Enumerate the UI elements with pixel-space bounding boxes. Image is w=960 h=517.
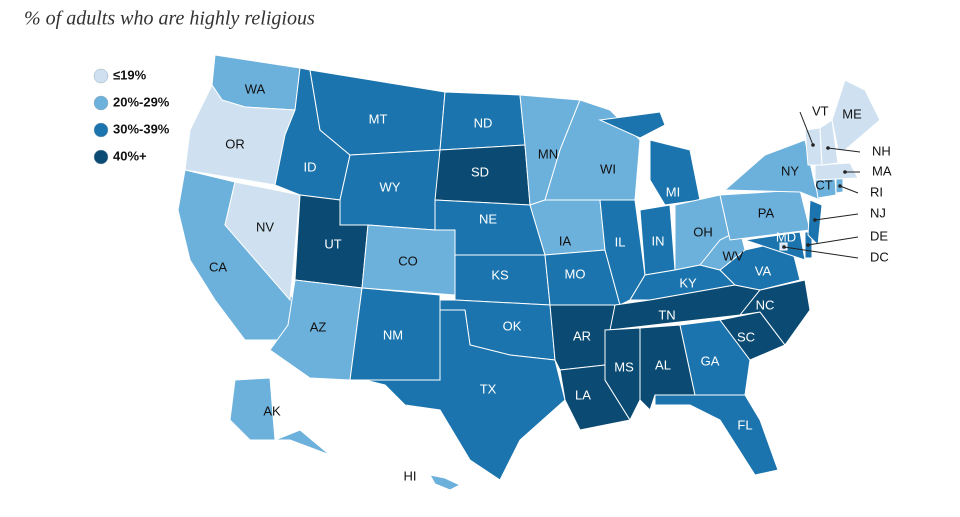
state-region: [807, 199, 823, 247]
state-label: NM: [383, 327, 403, 342]
state-label: DC: [870, 249, 889, 264]
state-label: GA: [701, 353, 720, 368]
legend-label: 40%+: [113, 148, 147, 163]
state-label: CA: [209, 259, 227, 274]
state-region: [654, 394, 779, 476]
state-label: MD: [776, 229, 796, 244]
state-label: VT: [812, 103, 829, 118]
leader-line: [814, 213, 859, 221]
leader-line: [827, 147, 861, 153]
legend-swatch: [93, 68, 109, 84]
state-label: FL: [737, 417, 752, 432]
state-label: NJ: [870, 205, 886, 220]
leader-dot: [811, 143, 815, 147]
state-region: [744, 231, 806, 261]
state-label: OK: [503, 318, 522, 333]
legend-swatch: [93, 122, 109, 138]
state-label: WV: [723, 248, 744, 263]
state-label: VA: [755, 263, 772, 278]
state-label: LA: [575, 387, 591, 402]
state-label: WI: [600, 161, 616, 176]
state-label: MS: [614, 359, 634, 374]
leader-dot: [806, 243, 810, 247]
state-region: [229, 377, 331, 456]
state-label: MN: [538, 146, 558, 161]
state-label: NH: [872, 143, 891, 158]
state-label: AK: [263, 403, 281, 418]
leader-line: [783, 246, 859, 259]
state-label: CT: [815, 177, 832, 192]
state-label: AZ: [310, 319, 327, 334]
state-label: ND: [474, 115, 493, 130]
leader-line: [807, 236, 859, 246]
leader-dot: [838, 184, 842, 188]
state-label: MT: [369, 111, 388, 126]
legend-label: 30%-39%: [113, 121, 170, 136]
state-label: TN: [658, 307, 675, 322]
leader-dot: [782, 245, 786, 249]
state-label: ID: [304, 159, 317, 174]
leader-dot: [826, 146, 830, 150]
state-label: PA: [758, 205, 775, 220]
state-label: OH: [693, 224, 713, 239]
state-label: AR: [573, 328, 591, 343]
legend-swatch: [93, 149, 109, 165]
legend-swatch: [93, 95, 109, 111]
state-label: NY: [781, 163, 799, 178]
state-labels: WA OR CA NV ID MT WY UT CO AZ NM ND SD NE KS OK TX MN IA MO…: [209, 81, 892, 483]
state-label: CO: [398, 253, 418, 268]
leader-dot: [813, 218, 817, 222]
state-label: MI: [666, 184, 680, 199]
legend-label: ≤19%: [113, 67, 147, 82]
leader-line: [799, 111, 814, 146]
state-label: OR: [225, 136, 245, 151]
state-label: RI: [870, 184, 883, 199]
state-label: WY: [380, 179, 401, 194]
state-region: [819, 119, 839, 166]
state-region: [598, 111, 701, 206]
state-label: KS: [491, 267, 509, 282]
leader-dot: [843, 170, 847, 174]
state-label: UT: [324, 236, 341, 251]
state-region: [679, 319, 751, 396]
state-label: HI: [404, 468, 417, 483]
state-region: [224, 181, 301, 302]
state-region: [429, 474, 462, 491]
state-label: IN: [652, 233, 665, 248]
state-label: SC: [737, 329, 755, 344]
states: [177, 54, 881, 491]
state-label: DE: [870, 228, 888, 243]
state-label: IA: [559, 233, 572, 248]
legend: ≤19% 20%-29% 30%-39% 40%+: [93, 67, 170, 165]
state-label: NV: [256, 219, 274, 234]
state-region: [831, 79, 881, 151]
state-label: MA: [872, 163, 892, 178]
state-label: SD: [471, 164, 489, 179]
legend-label: 20%-29%: [113, 94, 170, 109]
state-label: WA: [245, 81, 266, 96]
state-label: NC: [756, 297, 775, 312]
state-region: [364, 309, 566, 481]
state-region: [723, 139, 821, 201]
state-label: ME: [842, 106, 862, 121]
state-label: TX: [480, 381, 497, 396]
state-label: NE: [479, 211, 497, 226]
map-title: % of adults who are highly religious: [24, 8, 315, 30]
state-label: MO: [565, 266, 586, 281]
state-label: IL: [615, 234, 626, 249]
state-label: AL: [655, 357, 671, 372]
state-label: KY: [679, 275, 697, 290]
state-region: [814, 162, 859, 181]
leader-line: [839, 185, 859, 194]
